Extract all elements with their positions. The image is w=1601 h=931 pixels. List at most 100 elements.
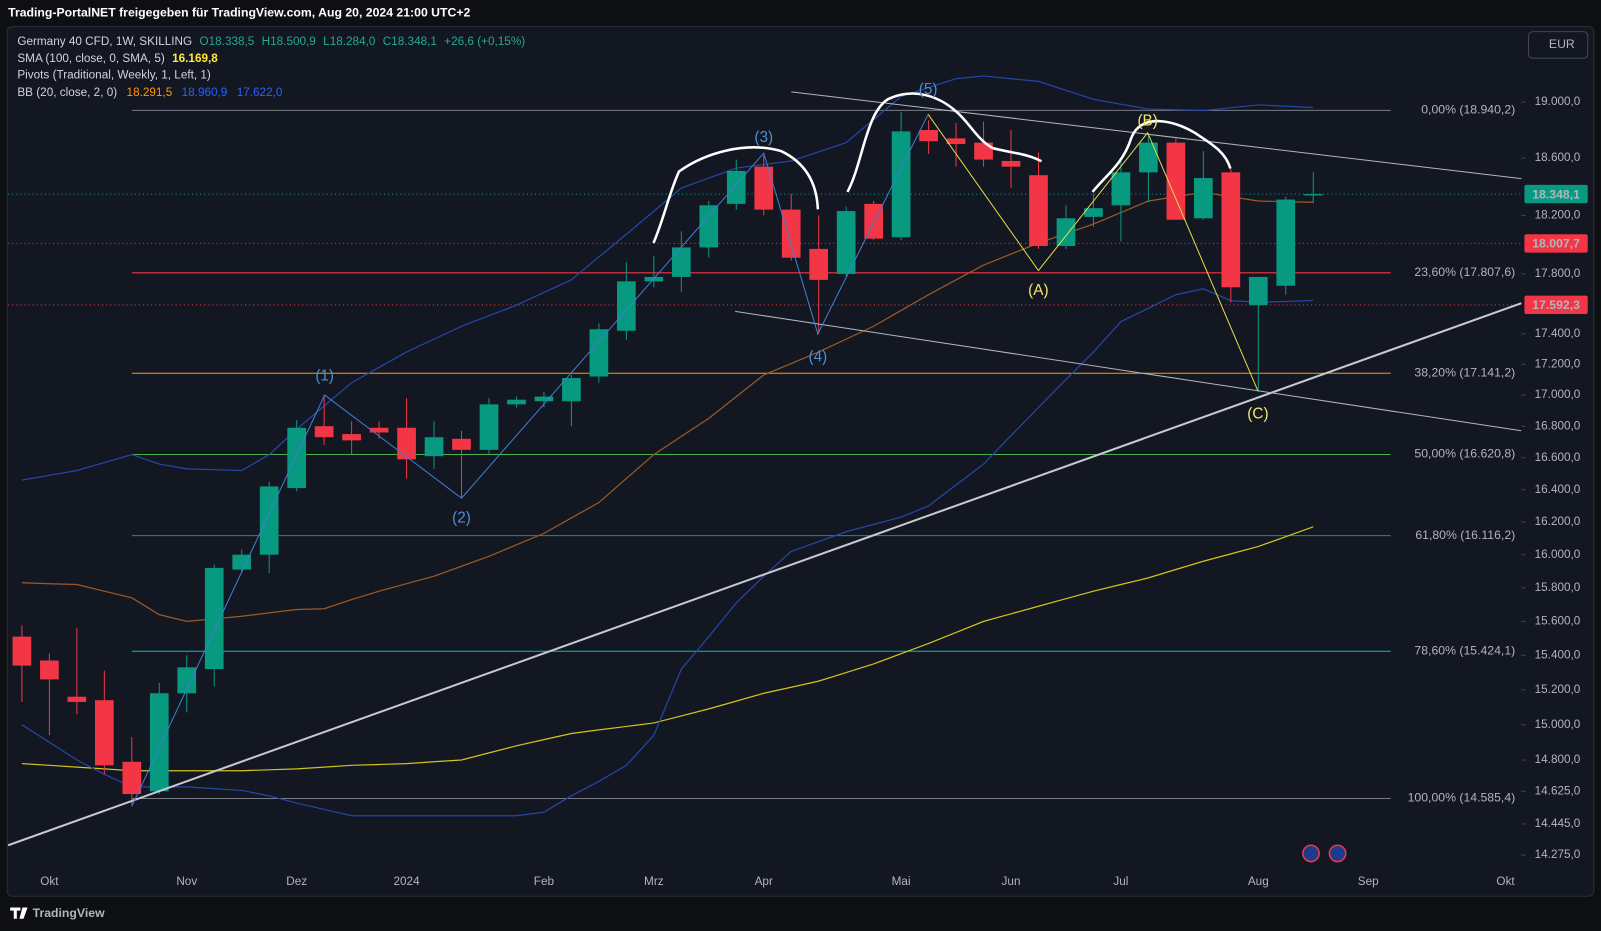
wave-label: (B) (1137, 113, 1157, 130)
y-tick-label: 19.000,0 (1535, 95, 1581, 108)
y-tick-label: 17.800,0 (1535, 267, 1581, 280)
candle-body (232, 554, 252, 570)
x-tick-label: Okt (1496, 875, 1515, 888)
change: +26,6 (+0,15%) (444, 35, 525, 48)
x-tick-label: Aug (1248, 875, 1269, 888)
candle-body (342, 434, 361, 441)
candle-body (122, 761, 142, 795)
chart-panel (6, 26, 1595, 897)
x-tick-label: 2024 (394, 875, 421, 888)
candle-body (671, 247, 691, 277)
indicator-name: Pivots (Traditional, Weekly, 1, Left, 1) (17, 69, 211, 82)
candle-body (204, 567, 224, 670)
currency-label[interactable]: EUR (1549, 37, 1575, 51)
candle-body (919, 129, 938, 142)
event-icon[interactable] (1328, 844, 1347, 863)
y-tick-label: 14.625,0 (1535, 784, 1581, 797)
candle-body (754, 166, 774, 210)
candle-body (1276, 199, 1296, 286)
y-tick-label: 17.200,0 (1535, 357, 1581, 370)
legend-row: Germany 40 CFD, 1W, SKILLING O18.338,5 H… (17, 35, 525, 48)
indicator-value: 16.169,8 (172, 52, 218, 65)
wave-label: (5) (919, 81, 938, 98)
axes: 14.275,0 14.445,0 14.625,0 14.800,0 15.000,0… (40, 95, 1588, 888)
candle-body (507, 399, 526, 405)
candle-body (287, 427, 307, 489)
candle-body (726, 170, 746, 204)
candle-body (781, 209, 801, 258)
x-tick-label: Sep (1358, 875, 1379, 888)
candle-body (699, 205, 719, 248)
y-tick-label: 14.800,0 (1535, 753, 1581, 766)
fib-label: 61,80% (16.116,2) (1415, 528, 1515, 542)
candle-body (1194, 178, 1213, 219)
candle-body (40, 660, 59, 680)
brand-logo (10, 907, 28, 919)
y-tick-label: 15.000,0 (1535, 718, 1581, 731)
wave-label: (2) (452, 510, 471, 527)
wave-label: (3) (754, 129, 773, 146)
y-tick-label: 18.200,0 (1535, 209, 1581, 222)
wave-label: (A) (1028, 282, 1048, 299)
candle-body (1111, 172, 1131, 206)
hand-drawn-arc (652, 146, 820, 244)
indicator-value: 17.622,0 (237, 86, 283, 99)
candle-body (1029, 175, 1048, 246)
event-icon[interactable] (1302, 844, 1320, 863)
candle-body (617, 281, 636, 331)
y-tick-label: 16.200,0 (1535, 515, 1581, 528)
y-tick-label: 17.400,0 (1535, 327, 1581, 340)
brand-name: TradingView (33, 906, 105, 920)
candle-body (424, 437, 444, 457)
x-tick-label: Jul (1113, 875, 1128, 888)
trend-line (735, 310, 1522, 432)
fib-label: 23,60% (17.807,6) (1414, 265, 1515, 279)
y-tick-label: 16.400,0 (1535, 483, 1581, 496)
legend-row: BB (20, close, 2, 0) 18.291,5 18.960,9 1… (17, 86, 283, 99)
y-tick-label: 14.275,0 (1535, 848, 1581, 861)
indicator-name: SMA (100, close, 0, SMA, 5) (17, 52, 164, 65)
legend: Germany 40 CFD, 1W, SKILLING O18.338,5 H… (17, 35, 525, 99)
candle-body (1139, 142, 1158, 173)
trend-line (791, 91, 1522, 180)
ohlc-close: C18.348,1 (383, 35, 437, 48)
candle-body (1221, 172, 1241, 288)
price-tag-label: 18.348,1 (1532, 187, 1580, 201)
indicator-line (21, 526, 1314, 772)
candle-body (891, 131, 911, 238)
x-tick-label: Apr (755, 875, 773, 888)
trend-line (7, 302, 1522, 847)
fib-label: 0,00% (18.940,2) (1421, 103, 1515, 117)
candle-body (1001, 160, 1021, 167)
y-tick-label: 16.800,0 (1535, 419, 1581, 432)
x-tick-label: Feb (534, 875, 555, 888)
candle-body (177, 667, 197, 694)
fib-label: 78,60% (15.424,1) (1414, 643, 1515, 657)
currency-button[interactable] (1527, 31, 1589, 59)
hand-drawn-arc (1091, 119, 1232, 193)
symbol: Germany 40 CFD, 1W, SKILLING (17, 35, 192, 48)
candle-body (94, 700, 114, 766)
y-tick-label: 16.600,0 (1535, 451, 1581, 464)
candle-body (314, 426, 334, 438)
legend-row: SMA (100, close, 0, SMA, 5) 16.169,8 (17, 52, 218, 65)
y-tick-label: 17.000,0 (1535, 388, 1581, 401)
price-tag (1524, 295, 1588, 315)
y-tick-label: 15.400,0 (1535, 648, 1581, 661)
share-title: Trading-PortalNET freigegeben für Tradin… (8, 6, 470, 20)
legend-row: Pivots (Traditional, Weekly, 1, Left, 1) (17, 69, 211, 82)
candle-body (369, 427, 389, 433)
wave-label: (4) (809, 348, 828, 365)
drawings: (1) (2) (3) (4) (5) (A) (B) (C) (7, 81, 1522, 863)
candle-body (1166, 142, 1186, 220)
candle-body (397, 427, 416, 460)
candle-body (946, 138, 966, 145)
plot-area: 0,00% (18.940,2) 23,60% (17.807,6) 38,20% … (8, 75, 1522, 817)
ohlc-high: H18.500,9 (262, 35, 316, 48)
candle-body (452, 438, 471, 450)
indicator-value: 18.960,9 (182, 86, 228, 99)
indicator-value: 18.291,5 (127, 86, 173, 99)
fib-label: 100,00% (14.585,4) (1408, 791, 1516, 805)
candle-body (149, 693, 169, 792)
